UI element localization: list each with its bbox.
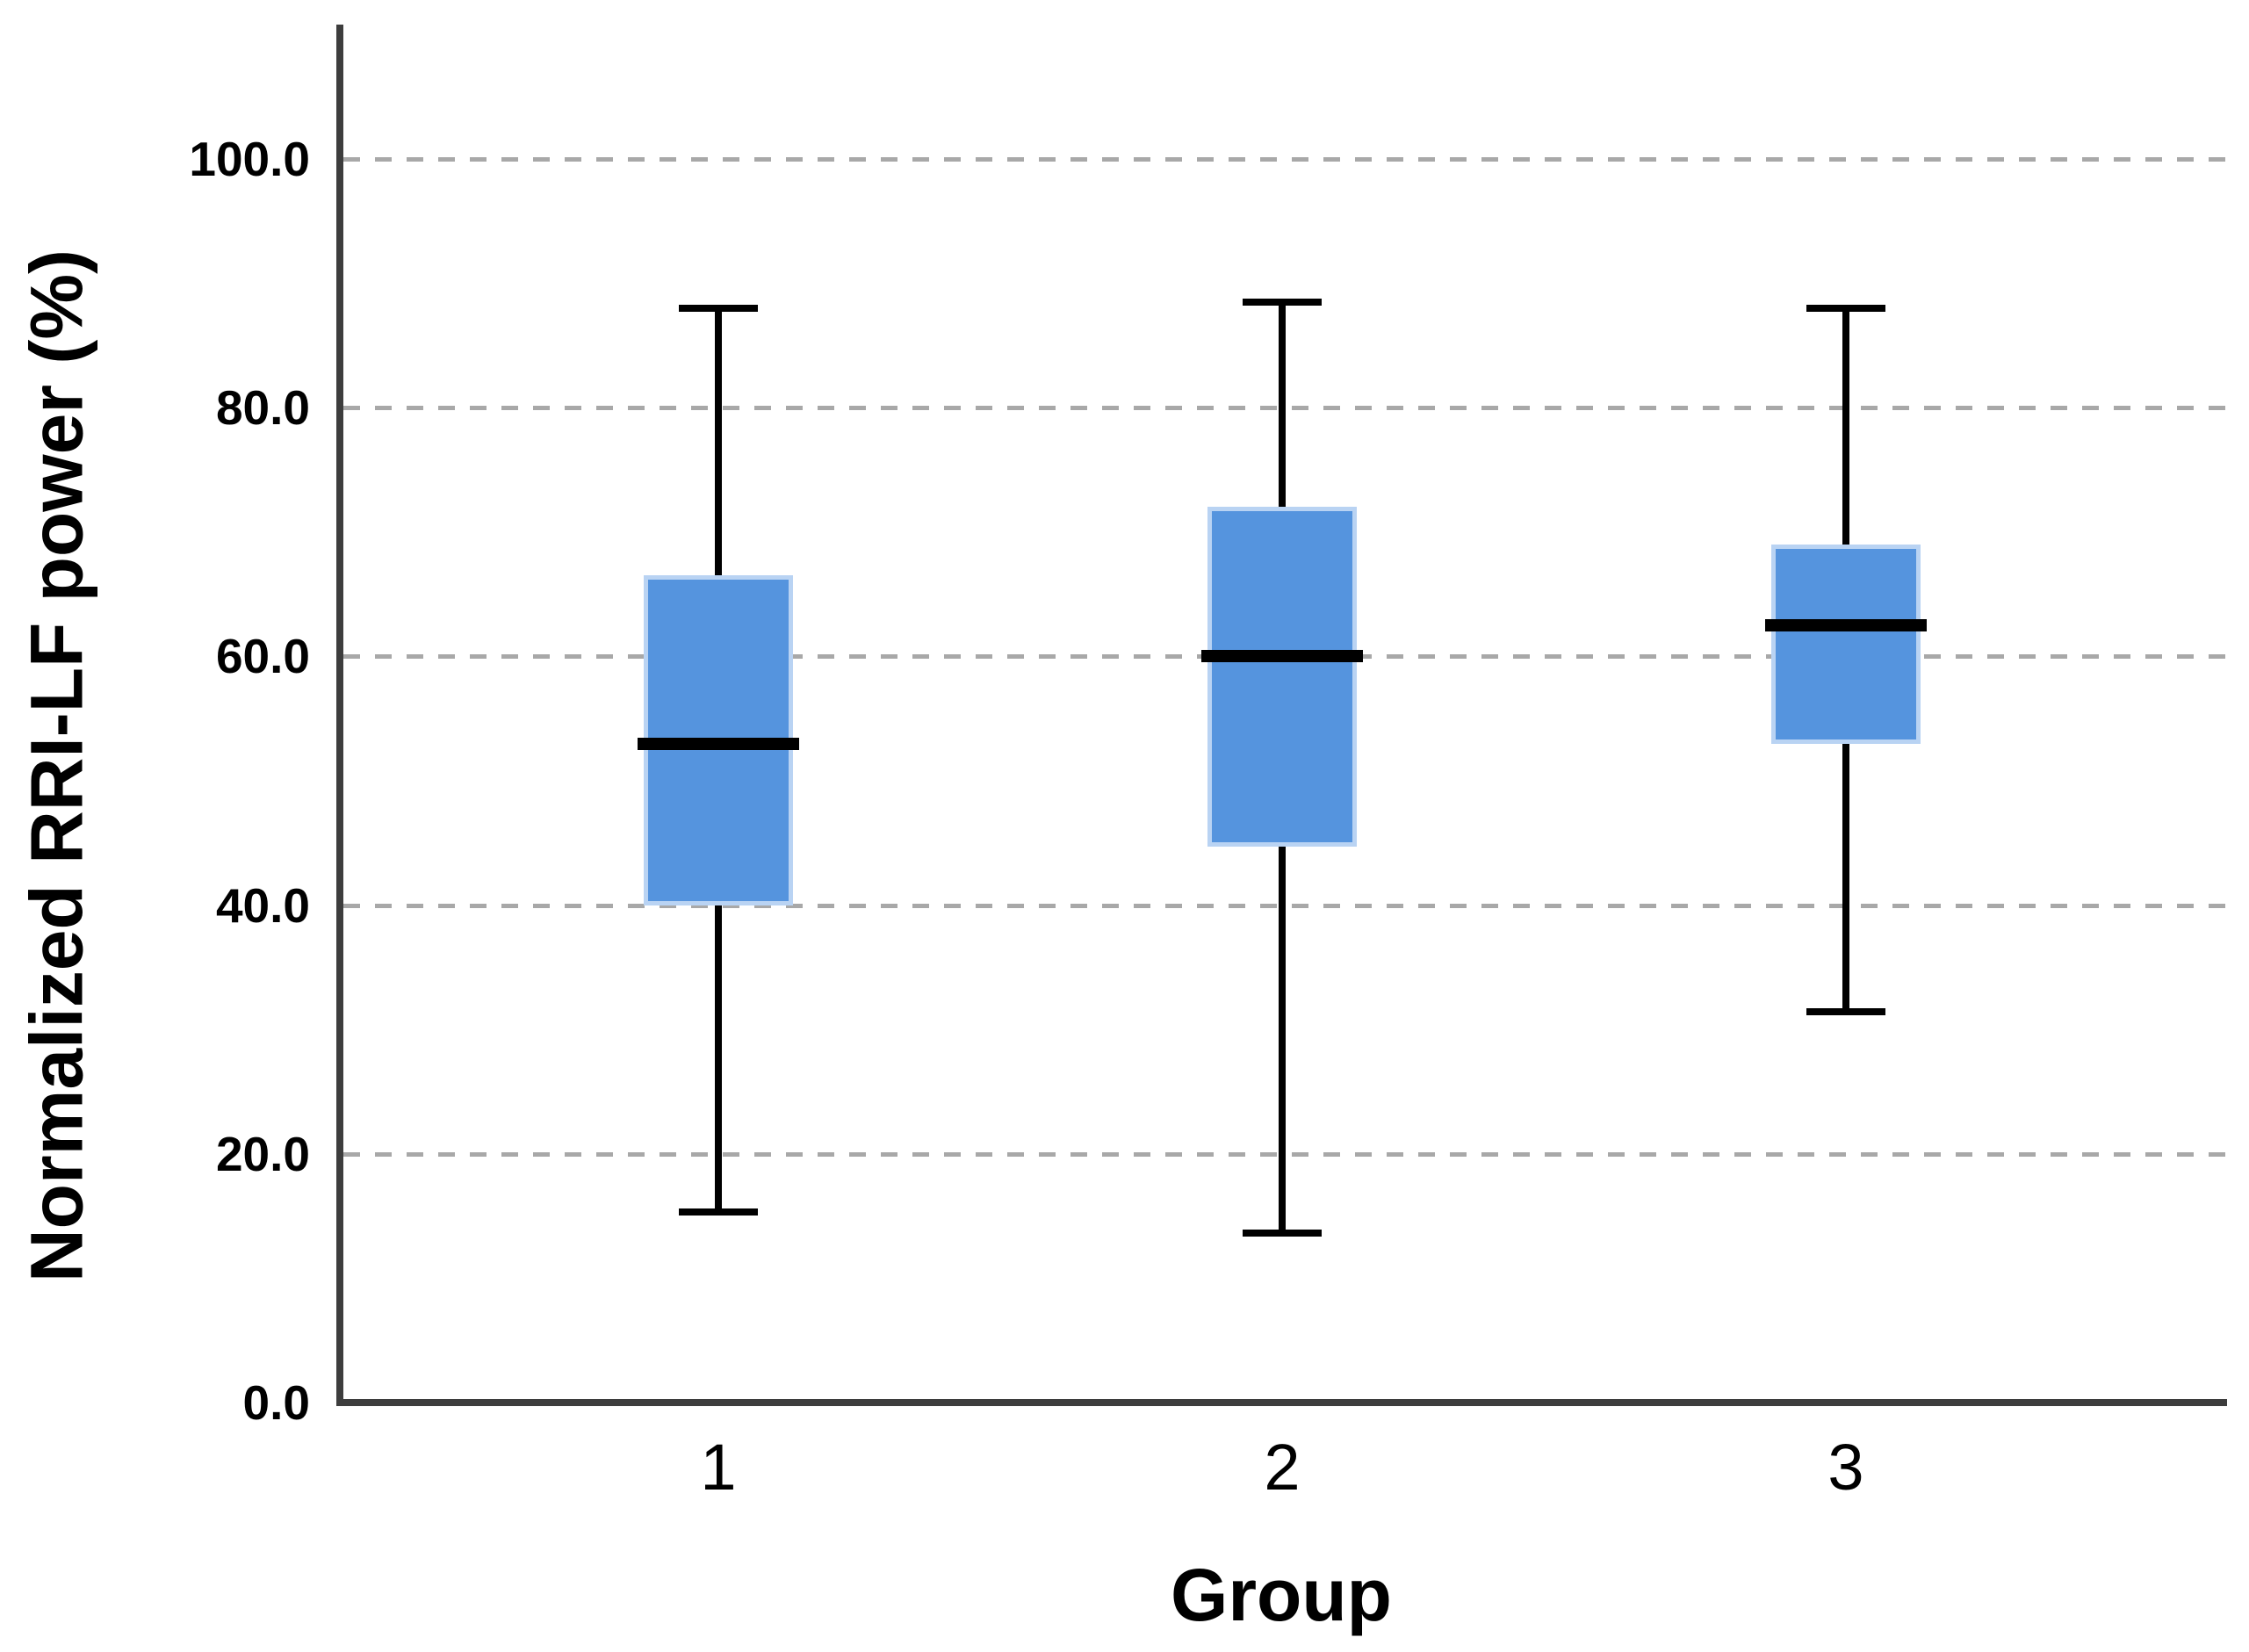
whisker-upper-stem-group1 xyxy=(715,307,722,576)
whisker-lower-cap-group2 xyxy=(1243,1230,1322,1237)
median-line-group3 xyxy=(1765,619,1927,631)
gridline-y100 xyxy=(343,157,2227,162)
y-tick-label-80.0: 80.0 xyxy=(215,380,310,436)
whisker-upper-cap-group2 xyxy=(1243,298,1322,306)
whisker-lower-cap-group1 xyxy=(679,1208,758,1216)
whisker-upper-stem-group2 xyxy=(1279,301,1286,508)
whisker-lower-cap-group3 xyxy=(1806,1008,1885,1016)
median-line-group2 xyxy=(1201,650,1363,663)
median-line-group1 xyxy=(638,737,799,750)
iqr-box-group2 xyxy=(1207,507,1357,848)
whisker-upper-cap-group1 xyxy=(679,304,758,312)
x-tick-label-2: 2 xyxy=(1264,1431,1301,1504)
whisker-upper-stem-group3 xyxy=(1842,307,1849,545)
y-axis-title: Normalized RRI-LF power (%) xyxy=(15,249,98,1283)
y-tick-label-100.0: 100.0 xyxy=(189,132,310,186)
y-tick-label-40.0: 40.0 xyxy=(215,877,310,933)
x-axis-title: Group xyxy=(1171,1554,1392,1636)
y-tick-label-60.0: 60.0 xyxy=(215,629,310,684)
x-axis-line xyxy=(336,1399,2227,1406)
whisker-lower-stem-group1 xyxy=(715,905,722,1213)
x-tick-label-3: 3 xyxy=(1827,1431,1864,1504)
whisker-upper-cap-group3 xyxy=(1806,304,1885,312)
y-axis-line xyxy=(336,25,343,1406)
y-tick-label-0.0: 0.0 xyxy=(242,1375,310,1430)
whisker-lower-stem-group2 xyxy=(1279,847,1286,1234)
iqr-box-group3 xyxy=(1771,544,1921,744)
x-tick-label-1: 1 xyxy=(700,1431,737,1504)
y-tick-label-20.0: 20.0 xyxy=(215,1126,310,1181)
whisker-lower-stem-group3 xyxy=(1842,743,1849,1013)
